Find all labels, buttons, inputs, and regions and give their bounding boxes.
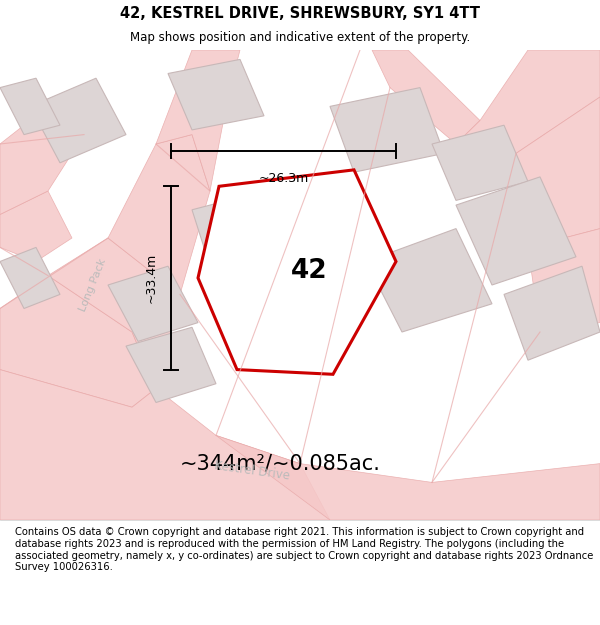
- Polygon shape: [108, 134, 210, 294]
- Text: ~26.3m: ~26.3m: [259, 173, 308, 185]
- Polygon shape: [198, 170, 396, 374]
- Text: Kestrel Drive: Kestrel Drive: [214, 459, 290, 482]
- Polygon shape: [456, 50, 600, 153]
- Polygon shape: [126, 328, 216, 402]
- Text: 42: 42: [290, 258, 328, 284]
- Text: Map shows position and indicative extent of the property.: Map shows position and indicative extent…: [130, 31, 470, 44]
- Polygon shape: [504, 266, 600, 360]
- Polygon shape: [48, 238, 180, 388]
- Polygon shape: [516, 97, 600, 248]
- Text: ~33.4m: ~33.4m: [145, 253, 158, 303]
- Polygon shape: [216, 436, 600, 520]
- Polygon shape: [0, 191, 72, 261]
- Polygon shape: [366, 229, 492, 332]
- Polygon shape: [0, 276, 156, 408]
- Polygon shape: [192, 182, 324, 285]
- Polygon shape: [330, 88, 444, 172]
- Polygon shape: [432, 125, 528, 201]
- Polygon shape: [0, 106, 84, 214]
- Polygon shape: [0, 369, 330, 520]
- Polygon shape: [0, 248, 60, 309]
- Polygon shape: [372, 50, 480, 144]
- Polygon shape: [168, 59, 264, 130]
- Polygon shape: [108, 266, 198, 341]
- Polygon shape: [528, 229, 600, 332]
- Text: Long Pack: Long Pack: [78, 257, 108, 313]
- Text: Contains OS data © Crown copyright and database right 2021. This information is : Contains OS data © Crown copyright and d…: [15, 528, 593, 572]
- Text: 42, KESTREL DRIVE, SHREWSBURY, SY1 4TT: 42, KESTREL DRIVE, SHREWSBURY, SY1 4TT: [120, 6, 480, 21]
- Text: ~344m²/~0.085ac.: ~344m²/~0.085ac.: [180, 454, 381, 474]
- Polygon shape: [456, 177, 576, 285]
- Polygon shape: [156, 50, 240, 191]
- Polygon shape: [0, 78, 60, 134]
- Polygon shape: [30, 78, 126, 162]
